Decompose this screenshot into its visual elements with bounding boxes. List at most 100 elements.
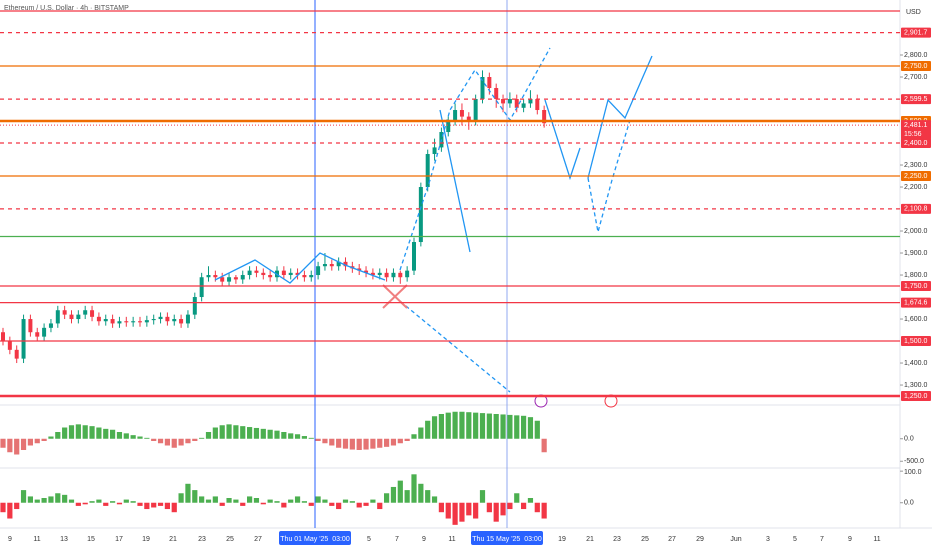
histogram-bar [212,496,218,503]
x-tick-label: 9 [422,536,426,543]
histogram-bar [96,499,102,503]
histogram-bar [164,502,170,510]
candle-body [14,349,19,359]
histogram-bar [527,498,534,503]
x-tick-label: 17 [115,536,123,543]
histogram-bar [322,438,328,444]
y-tick-label: 1,300.0 [904,382,927,389]
candle-body [329,264,334,267]
histogram-bar [342,499,349,503]
histogram-bar [370,499,376,503]
histogram-bar [185,483,191,503]
histogram-bar [14,438,20,455]
histogram-bar [7,438,13,453]
histogram-bar [68,425,75,439]
histogram-bar [267,429,273,439]
histogram-bar [390,486,397,503]
histogram-bar [151,502,157,508]
x-tick-label: 21 [586,536,594,543]
histogram-bar [356,502,362,508]
histogram-bar [418,427,424,439]
histogram-bar [274,501,280,503]
cross-line [382,284,408,309]
histogram-bar [82,502,88,505]
x-tick-label: 29 [696,536,704,543]
candle-body [453,110,458,122]
candle-body [144,320,149,323]
y-tick-label: 2,300.0 [904,162,927,169]
histogram-bar [349,501,355,503]
x-tick-label: Thu 01 May '25 03:00 [280,536,350,543]
candle-body [1,332,5,342]
candle-body [425,154,430,188]
candles [1,70,547,364]
histogram-bar [20,490,27,503]
histogram-bar [253,427,260,439]
candle-body [528,99,533,104]
histogram-bar [205,499,212,503]
histogram-bar [281,432,287,439]
histogram-bar [431,496,438,503]
histogram-bar [452,411,458,439]
histogram-bar [308,437,314,439]
last-price-label: 2,481.1 [904,122,927,129]
projection-path [544,99,581,181]
histogram-bar [34,499,40,503]
price-tag [901,203,931,214]
candle-body [494,88,499,100]
histogram-bar [89,501,95,503]
histogram-bar [34,438,40,444]
price-tag-label: 2,100.8 [904,206,927,213]
candle-body [466,116,471,122]
x-tick-label: 27 [254,536,262,543]
histogram-bar [205,432,212,439]
histogram-bar [178,438,184,446]
histogram-bar [473,502,479,519]
y-tick-label: 0.0 [904,436,914,443]
histogram-bar [493,414,499,439]
histogram-bar [144,502,150,510]
candle-body [240,275,245,280]
time-highlight [471,531,543,545]
price-tag-label: 2,599.5 [904,96,927,103]
histogram-bar [342,438,349,449]
candle-body [316,266,321,276]
candle-body [473,99,478,122]
x-tick-label: 19 [558,536,566,543]
histogram-bar [260,502,266,505]
x-tick-label: 23 [198,536,206,543]
price-tag-label: 1,250.0 [904,393,927,400]
histogram-bar [486,502,492,513]
histogram-bar [116,502,123,505]
price-tag-label: 2,901.7 [904,29,927,36]
candle-body [151,319,156,321]
histogram-bar [500,414,506,439]
y-tick-label: 2,000.0 [904,228,927,235]
x-tick-label: 25 [226,536,234,543]
currency-label: USD [906,9,921,16]
candle-body [83,310,88,315]
histogram-bar [89,426,95,439]
candle-body [268,275,273,278]
histogram-bar [473,412,479,439]
histogram-bar [514,493,520,503]
candle-body [459,110,464,117]
projection-path [587,55,653,179]
candle-body [302,275,307,278]
candle-body [261,272,266,276]
histogram-bar [521,415,527,439]
histogram-bar [322,499,328,503]
price-tag-label: 2,750.0 [904,63,927,70]
zigzag [214,252,386,284]
candle-body [42,327,47,337]
histogram-bar [157,438,164,444]
candle-body [535,99,540,111]
candle-body [247,270,252,276]
candle-body [103,319,108,322]
histogram-bar [534,420,540,439]
histogram-bar [438,502,444,513]
histogram-bar [534,502,540,513]
candle-body [172,319,177,322]
candle-body [199,277,204,298]
histogram-bar [267,499,273,503]
